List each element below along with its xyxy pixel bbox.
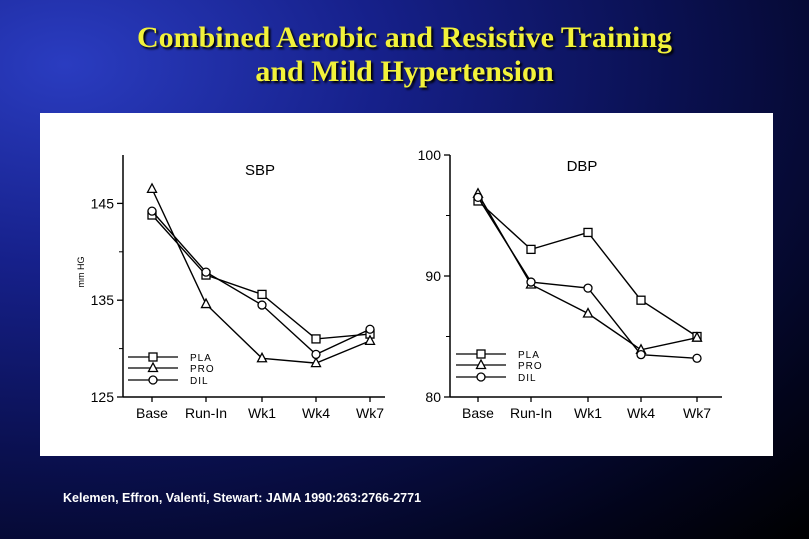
- series-line: [151, 210, 371, 356]
- data-point-dil: [526, 277, 536, 287]
- y-tick-label: 145: [91, 195, 115, 211]
- data-point-pro: [146, 182, 158, 194]
- data-point-dil: [311, 349, 321, 360]
- legend-marker: [476, 372, 486, 382]
- series-line: [151, 214, 371, 340]
- data-point-pro: [582, 307, 594, 318]
- y-tick-label: 135: [91, 292, 115, 308]
- data-point-dil: [692, 353, 702, 363]
- series-pro: [472, 187, 703, 354]
- data-point-pro: [310, 356, 322, 368]
- chart-title: DBP: [567, 158, 598, 175]
- data-point-pla: [311, 334, 321, 344]
- chart-title: SBP: [245, 162, 275, 179]
- series-dil: [147, 206, 375, 360]
- x-tick-label: Wk7: [356, 405, 384, 421]
- legend-marker: [476, 349, 486, 359]
- legend-marker: [147, 361, 159, 373]
- series-pla: [473, 196, 702, 342]
- data-point-pro: [200, 297, 212, 309]
- legend-label: PRO: [190, 364, 215, 375]
- data-point-pro: [256, 351, 268, 363]
- legend-label: DIL: [518, 373, 537, 384]
- data-point-dil: [365, 324, 375, 334]
- x-tick-label: Base: [462, 405, 494, 421]
- y-tick-label: 100: [418, 147, 442, 163]
- y-tick-label: 90: [425, 268, 441, 284]
- legend-label: DIL: [190, 376, 209, 387]
- legend-marker: [148, 352, 158, 362]
- series-pla: [147, 210, 375, 344]
- data-point-dil: [201, 267, 211, 277]
- x-tick-label: Base: [136, 405, 168, 421]
- y-tick-label: 80: [425, 389, 441, 405]
- y-tick-label: 125: [91, 389, 115, 405]
- series-line: [477, 193, 698, 351]
- data-point-dil: [257, 300, 267, 310]
- data-point-dil: [636, 349, 646, 360]
- legend-marker: [148, 375, 158, 385]
- legend-label: PLA: [190, 353, 212, 364]
- data-point-dil: [147, 206, 157, 216]
- data-point-pla: [583, 227, 593, 238]
- data-point-pla: [636, 295, 646, 305]
- legend-label: PRO: [518, 361, 543, 372]
- chart-sbp: 125 135 145 Base Run-In Wk1 Wk4 Wk7 SBP mm HG PLAP…: [76, 155, 385, 421]
- x-tick-label: Wk4: [627, 405, 655, 421]
- data-point-pro: [364, 334, 376, 346]
- series-dil: [473, 192, 702, 363]
- data-point-pla: [257, 289, 267, 300]
- slide-title-line2: and Mild Hypertension: [255, 55, 554, 88]
- x-tick-label: Wk4: [302, 405, 330, 421]
- x-tick-label: Run-In: [185, 405, 227, 421]
- legend-label: PLA: [518, 350, 540, 361]
- data-point-dil: [473, 192, 483, 202]
- x-tick-label: Wk1: [574, 405, 602, 421]
- legend-marker: [475, 358, 487, 370]
- series-line: [477, 196, 698, 359]
- x-tick-label: Wk1: [248, 405, 276, 421]
- slide-title-line1: Combined Aerobic and Resistive Training: [136, 21, 673, 54]
- x-tick-label: Wk7: [683, 405, 711, 421]
- data-point-pla: [526, 244, 536, 255]
- series-pro: [146, 182, 376, 368]
- citation: Kelemen, Effron, Valenti, Stewart: JAMA …: [63, 491, 422, 505]
- y-axis-label: mm HG: [76, 257, 86, 288]
- chart-panel: 125 135 145 Base Run-In Wk1 Wk4 Wk7 SBP mm HG PLA P…: [40, 113, 773, 456]
- data-point-pro: [691, 331, 703, 342]
- x-tick-label: Run-In: [510, 405, 552, 421]
- data-point-dil: [583, 283, 593, 293]
